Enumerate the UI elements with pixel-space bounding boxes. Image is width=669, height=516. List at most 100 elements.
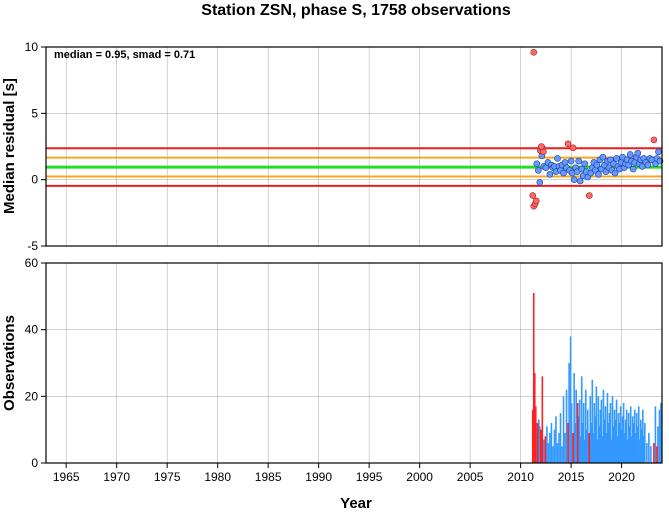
inlier-bar — [658, 409, 661, 463]
inlier-bar — [642, 409, 644, 463]
inlier-bar — [550, 423, 553, 463]
inlier-bar — [634, 433, 637, 463]
inlier-bar — [556, 443, 559, 463]
observations-y-label: Observations — [1, 315, 18, 411]
outlier-bar — [572, 433, 574, 463]
inlier-point — [560, 169, 567, 177]
inlier-bar — [636, 426, 639, 463]
inlier-bar — [570, 403, 573, 463]
inlier-bar — [598, 426, 601, 463]
inlier-point — [611, 169, 619, 177]
inlier-bar — [606, 393, 609, 463]
inlier-bar — [564, 433, 566, 463]
x-tick-label: 1975 — [154, 470, 181, 484]
inlier-bar — [589, 396, 592, 463]
residual-frame — [45, 46, 663, 247]
inlier-bar — [631, 416, 634, 463]
inlier-bar — [577, 416, 580, 463]
inlier-point — [599, 153, 607, 161]
inlier-bar — [622, 403, 625, 463]
inlier-point — [546, 171, 554, 178]
inlier-bar — [628, 426, 631, 463]
inlier-bar — [585, 429, 588, 463]
inlier-bar — [601, 436, 604, 463]
inlier-bar — [553, 429, 556, 463]
inlier-bar — [638, 439, 641, 463]
inlier-bar — [594, 416, 597, 463]
y-tick-label: 0 — [31, 173, 38, 187]
inlier-bar — [629, 406, 632, 463]
x-tick-label: 1980 — [204, 470, 231, 484]
inlier-bar — [586, 409, 589, 463]
inlier-bar — [612, 426, 615, 463]
inlier-bar — [600, 399, 603, 463]
inlier-bar — [646, 443, 648, 463]
inlier-bar — [597, 396, 600, 463]
median-annotation: median = 0.95, smad = 0.71 — [54, 49, 195, 61]
inlier-bar — [648, 433, 650, 463]
inlier-bar — [593, 403, 596, 463]
inlier-bar — [558, 433, 560, 463]
inlier-bar — [575, 389, 577, 463]
outlier-bar — [653, 443, 655, 463]
x-tick-label: 1965 — [53, 470, 80, 484]
inlier-bar — [583, 439, 586, 463]
outlier-bar — [540, 429, 542, 463]
inlier-bar — [547, 443, 550, 463]
inlier-bar — [654, 406, 657, 463]
outlier-bar — [536, 423, 539, 463]
inlier-bar — [619, 406, 622, 463]
inlier-bar — [657, 426, 659, 463]
inlier-bar — [621, 416, 624, 463]
y-tick-label: 10 — [25, 40, 39, 54]
inlier-bar — [574, 423, 576, 463]
inlier-bar — [555, 416, 557, 463]
outlier-bar — [567, 423, 569, 463]
inlier-bar — [630, 436, 633, 463]
inlier-bar — [637, 406, 640, 463]
x-tick-label: 2005 — [457, 470, 484, 484]
inlier-bar — [546, 426, 548, 463]
x-tick-label: 1985 — [255, 470, 282, 484]
outlier-bar — [532, 293, 535, 463]
inlier-point — [626, 151, 634, 158]
inlier-bar — [549, 433, 551, 463]
inlier-bar — [604, 406, 607, 463]
inlier-bar — [635, 413, 638, 463]
inlier-bar — [581, 423, 584, 463]
inlier-bar — [584, 389, 587, 463]
inlier-bar — [590, 423, 593, 463]
observations-y-ticks: 60 40 20 0 — [25, 256, 46, 470]
residual-points — [529, 49, 664, 210]
inlier-bar — [639, 419, 642, 463]
outlier-point — [650, 136, 658, 144]
outlier-point — [529, 192, 537, 199]
inlier-bar — [626, 439, 629, 463]
inlier-bar — [611, 396, 614, 463]
inlier-bar — [580, 376, 583, 463]
inlier-point — [536, 179, 544, 186]
inlier-bar — [596, 439, 599, 463]
inlier-point — [595, 171, 602, 178]
x-tick-label: 1995 — [356, 470, 383, 484]
x-tick-label: 2015 — [558, 470, 585, 484]
inlier-bar — [620, 429, 623, 463]
outlier-bar — [544, 436, 547, 463]
inlier-bar — [592, 433, 595, 463]
inlier-bar — [539, 426, 541, 463]
observations-frame — [45, 262, 663, 464]
inlier-point — [629, 165, 637, 173]
inlier-bar — [617, 413, 620, 463]
inlier-bar — [644, 423, 646, 463]
inlier-bar — [602, 389, 605, 463]
outlier-point — [569, 144, 577, 152]
y-tick-label: 60 — [25, 256, 39, 270]
x-tick-label: 2000 — [406, 470, 433, 484]
inlier-bar — [624, 419, 627, 463]
inlier-point — [533, 160, 541, 168]
y-tick-label: -5 — [27, 239, 38, 253]
inlier-bar — [591, 379, 594, 463]
inlier-bar — [643, 436, 645, 463]
